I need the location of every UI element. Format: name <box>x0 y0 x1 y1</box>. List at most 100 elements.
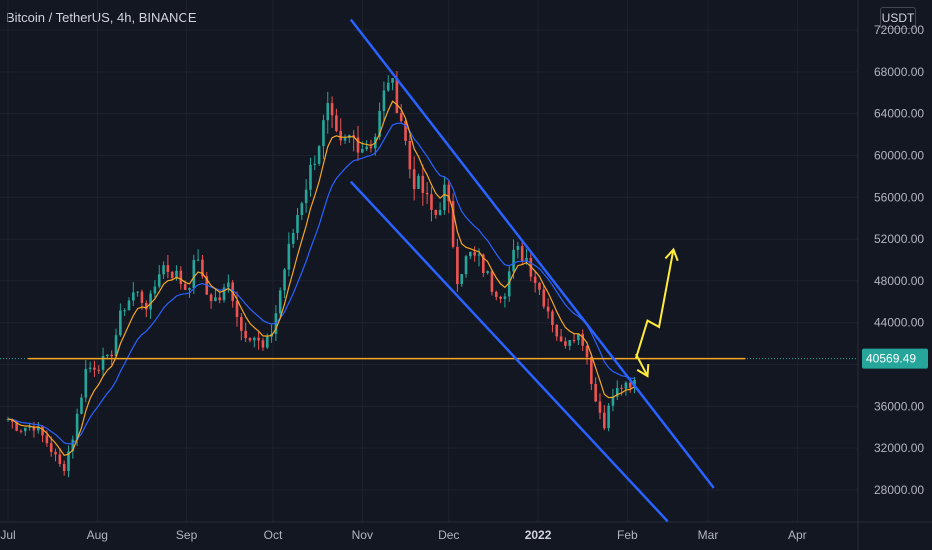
candle-body <box>507 271 511 297</box>
candle-body <box>106 354 109 356</box>
candle-body <box>19 430 23 432</box>
candle-body <box>607 405 610 429</box>
y-tick-label: 68000.00 <box>874 65 924 79</box>
y-tick-label: 28000.00 <box>874 483 924 497</box>
candle-body <box>477 254 481 256</box>
candle-body <box>28 426 31 428</box>
candle-body <box>49 443 53 452</box>
candle-body <box>624 382 628 389</box>
y-tick-label: 36000.00 <box>874 399 924 413</box>
candle-body <box>192 260 196 289</box>
candle-body <box>36 426 40 431</box>
x-tick-label: Sep <box>176 528 198 542</box>
y-tick-label: 60000.00 <box>874 148 924 162</box>
candle-body <box>201 259 204 277</box>
candle-body <box>434 209 438 215</box>
arrow-down-icon <box>636 364 650 378</box>
ema-fast-line <box>7 100 635 456</box>
candle-body <box>88 367 92 369</box>
candle-body <box>361 148 364 153</box>
candle-body <box>252 337 256 341</box>
candle-body <box>469 252 472 257</box>
y-tick-label: 48000.00 <box>874 274 924 288</box>
candle-body <box>499 296 502 299</box>
candle-body <box>577 333 580 341</box>
candle-body <box>54 451 57 455</box>
candle-body <box>248 338 252 341</box>
candle-body <box>417 175 420 189</box>
candle-body <box>222 287 226 301</box>
candle-body <box>585 345 589 358</box>
candle-body <box>75 413 79 440</box>
channel-line <box>349 18 715 489</box>
candle-body <box>356 137 360 153</box>
candle-body <box>23 427 27 432</box>
candle-body <box>123 310 126 312</box>
candle-body <box>391 78 394 83</box>
candle-body <box>162 265 165 275</box>
moving-averages <box>7 100 635 456</box>
candle-body <box>326 103 330 121</box>
ema-slow-line <box>7 122 635 445</box>
candle-body <box>330 103 334 116</box>
x-tick-label: Feb <box>617 528 638 542</box>
candle-body <box>101 355 105 370</box>
candle-body <box>386 82 390 91</box>
candle-body <box>58 454 62 464</box>
candle-body <box>335 115 338 131</box>
candle-body <box>559 336 563 342</box>
candle-body <box>170 271 174 278</box>
candle-body <box>568 340 572 346</box>
candle-body <box>149 293 152 310</box>
chart-title: Bitcoin / TetherUS, 4h, BINANCE <box>6 10 197 25</box>
candle-body <box>278 290 282 314</box>
candle-body <box>157 274 161 287</box>
candle-body <box>15 421 18 431</box>
candle-body <box>602 412 606 429</box>
candle-body <box>93 367 96 370</box>
candle-body <box>235 300 239 317</box>
candle-body <box>309 164 312 190</box>
x-tick-label: Aug <box>87 528 108 542</box>
trend-channel[interactable] <box>349 18 715 523</box>
candles <box>6 71 636 478</box>
y-axis: 28000.0032000.0036000.0040000.0044000.00… <box>874 23 924 497</box>
y-tick-label: 44000.00 <box>874 316 924 330</box>
y-tick-label: 32000.00 <box>874 441 924 455</box>
candle-body <box>214 297 217 302</box>
currency-button[interactable]: USDT <box>880 7 916 29</box>
candle-body <box>369 146 373 149</box>
candle-body <box>525 258 528 262</box>
candle-body <box>473 252 476 256</box>
candle-body <box>533 276 537 283</box>
candle-body <box>464 256 468 275</box>
candle-body <box>144 302 148 310</box>
candle-body <box>287 243 291 270</box>
candle-body <box>546 306 550 312</box>
candle-body <box>41 426 44 436</box>
candle-body <box>581 333 584 346</box>
projection-path <box>635 249 675 359</box>
candle-body <box>443 184 446 211</box>
candle-body <box>404 121 407 141</box>
candle-body <box>71 439 75 452</box>
y-tick-label: 72000.00 <box>874 23 924 37</box>
candle-body <box>456 246 459 285</box>
candle-body <box>227 282 230 288</box>
candle-body <box>555 324 559 337</box>
candle-body <box>490 271 494 292</box>
candle-body <box>425 192 429 195</box>
candle-body <box>283 269 286 291</box>
candle-body <box>196 259 200 261</box>
candle-body <box>188 288 191 290</box>
candle-body <box>67 451 70 471</box>
candle-body <box>265 336 269 348</box>
x-axis: Jul Aug Sep Oct Nov Dec 2022 Feb Mar Apr <box>0 528 806 542</box>
candle-body <box>399 113 403 122</box>
x-tick-label: Jul <box>0 528 15 542</box>
candle-body <box>590 357 593 384</box>
candle-body <box>45 435 49 444</box>
candle-body <box>183 284 187 290</box>
projection-arrows[interactable] <box>635 247 679 378</box>
